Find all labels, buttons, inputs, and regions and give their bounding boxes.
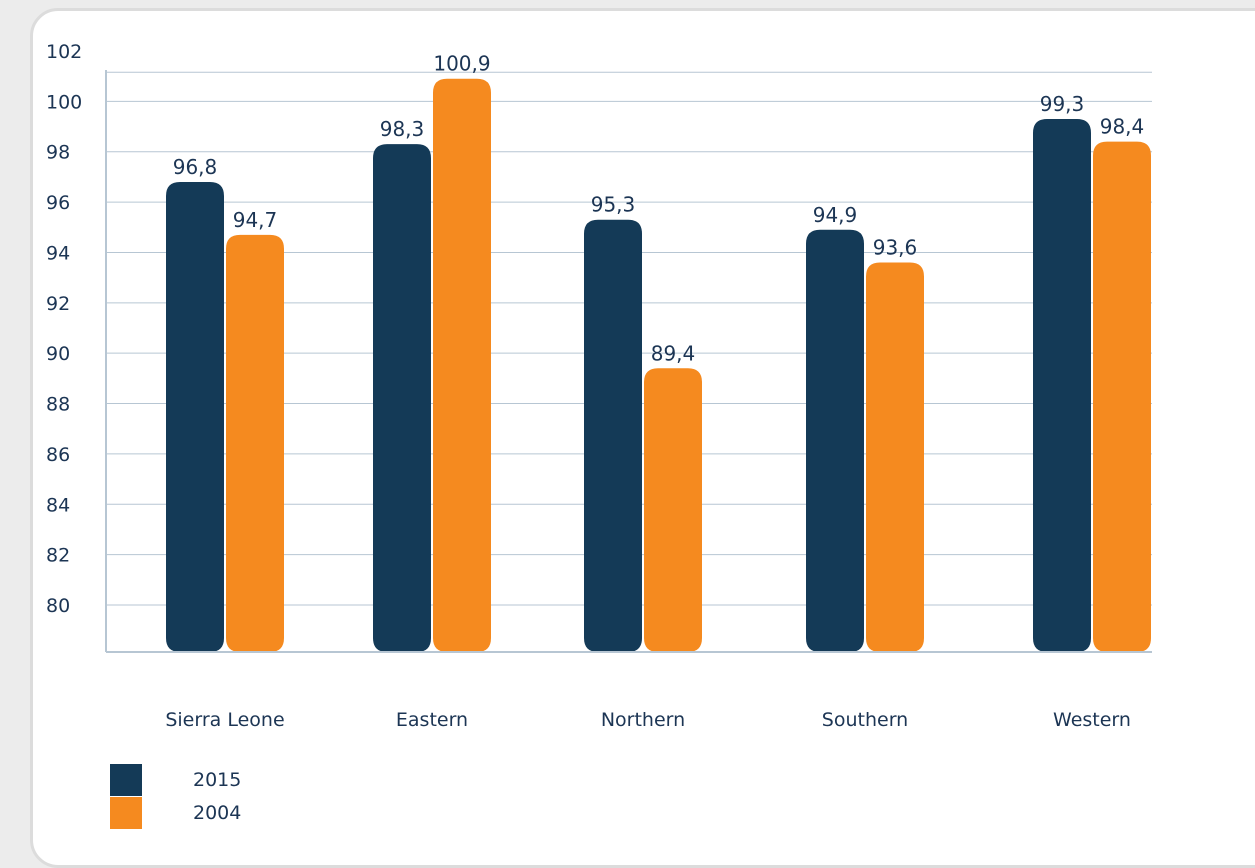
y-tick-label: 102 xyxy=(46,41,82,63)
legend: 2015 2004 xyxy=(110,764,241,829)
data-label: 94,7 xyxy=(233,208,278,232)
y-tick-label: 100 xyxy=(46,91,82,113)
x-category-label: Southern xyxy=(822,709,908,731)
data-label: 96,8 xyxy=(173,155,218,179)
y-tick-label: 96 xyxy=(46,192,70,214)
y-tick-label: 86 xyxy=(46,444,70,466)
y-tick-label: 94 xyxy=(46,242,70,264)
bar-2015-2 xyxy=(584,219,642,652)
bar-2015-1 xyxy=(373,144,431,652)
x-category-label: Eastern xyxy=(396,709,468,731)
x-category-label: Western xyxy=(1053,709,1131,731)
data-labels: 96,8 94,7 98,3 100,9 95,3 89,4 94,9 93,6 99,3 98,… xyxy=(173,52,1145,366)
x-category-label: Sierra Leone xyxy=(165,709,284,731)
data-label: 94,9 xyxy=(813,203,858,227)
y-tick-label: 84 xyxy=(46,494,70,516)
data-label: 98,3 xyxy=(380,117,425,141)
x-axis-categories: Sierra Leone Eastern Northern Southern Weste… xyxy=(165,709,1131,731)
data-label: 98,4 xyxy=(1100,115,1145,139)
bar-2015-0 xyxy=(166,181,224,653)
y-tick-label: 82 xyxy=(46,545,70,567)
bar-2004-3 xyxy=(866,262,924,652)
y-tick-label: 88 xyxy=(46,394,70,416)
data-label: 89,4 xyxy=(651,341,696,365)
legend-label: 2004 xyxy=(193,802,241,824)
bar-chart: 80 82 84 86 88 90 92 94 96 98 100 102 96,8 94,7 98,3 1… xyxy=(46,41,1152,829)
bars xyxy=(166,78,1151,653)
y-tick-label: 80 xyxy=(46,595,70,617)
bar-2004-2 xyxy=(644,368,702,652)
bar-2004-1 xyxy=(433,78,491,652)
legend-swatch xyxy=(110,764,142,796)
bar-2004-0 xyxy=(226,234,284,652)
bar-2015-3 xyxy=(806,229,864,653)
bar-2015-4 xyxy=(1033,118,1091,652)
y-tick-label: 92 xyxy=(46,293,70,315)
x-category-label: Northern xyxy=(601,709,685,731)
y-tick-label: 90 xyxy=(46,343,70,365)
data-label: 93,6 xyxy=(873,236,918,260)
legend-swatch xyxy=(110,797,142,829)
legend-label: 2015 xyxy=(193,769,241,791)
y-axis-ticks: 80 82 84 86 88 90 92 94 96 98 100 102 xyxy=(46,41,82,617)
data-label: 100,9 xyxy=(433,52,490,76)
y-tick-label: 98 xyxy=(46,142,70,164)
data-label: 99,3 xyxy=(1040,92,1085,116)
data-label: 95,3 xyxy=(591,193,636,217)
bar-2004-4 xyxy=(1093,141,1151,652)
